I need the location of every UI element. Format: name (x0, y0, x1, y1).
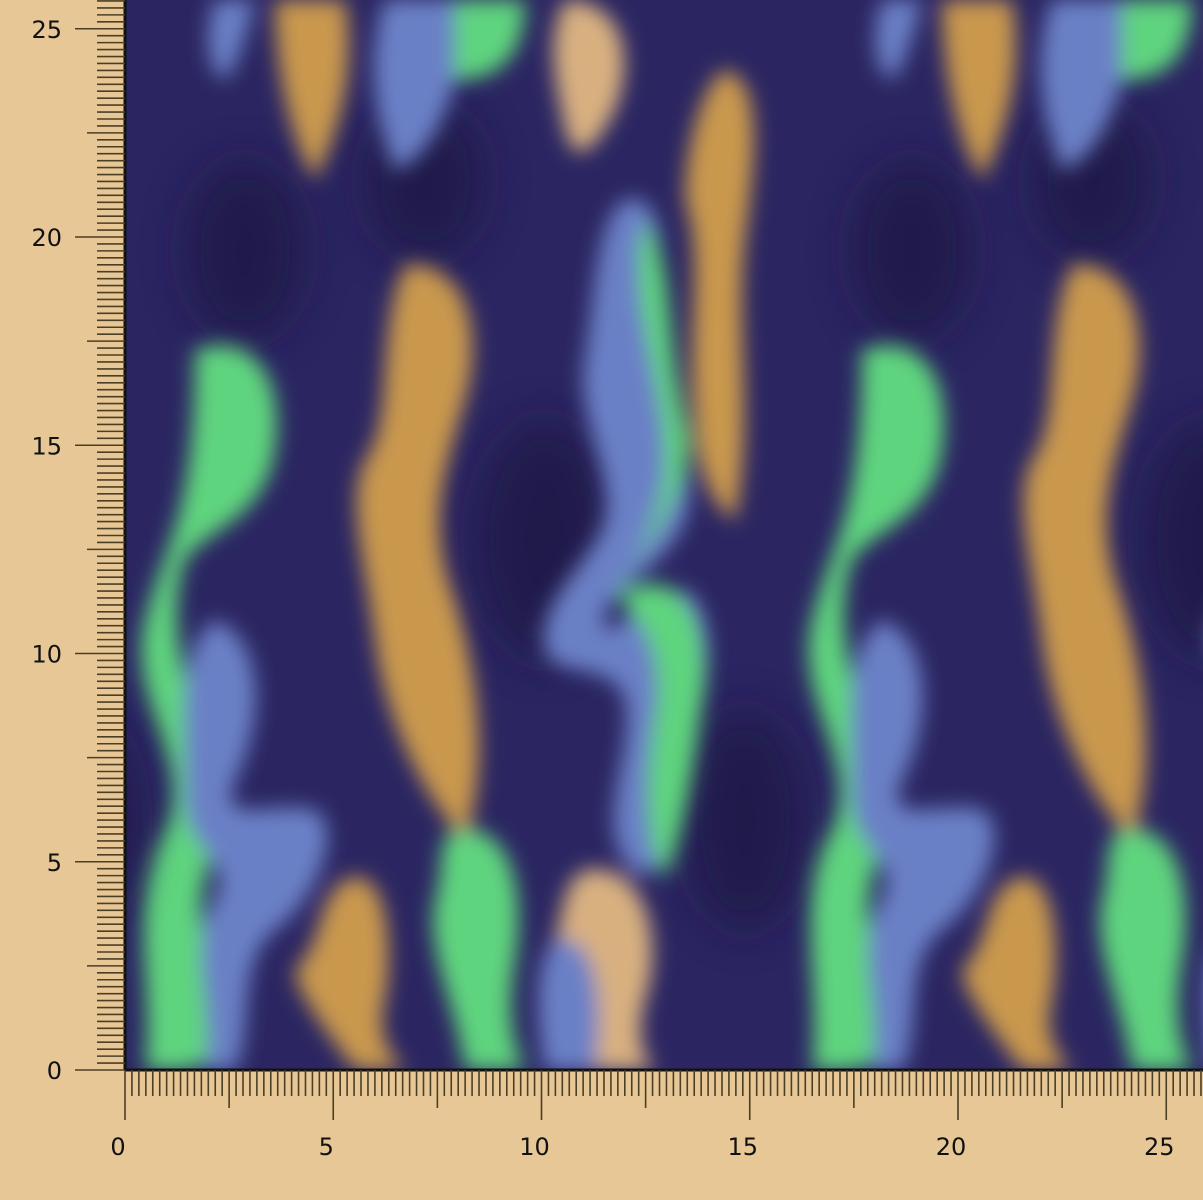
x-axis-label: 25 (1144, 1133, 1175, 1161)
y-axis-label: 20 (31, 224, 62, 252)
x-axis-label: 15 (727, 1133, 758, 1161)
y-axis-label: 15 (31, 432, 62, 460)
y-axis-label: 0 (47, 1057, 62, 1085)
y-axis-label: 10 (31, 641, 62, 669)
fabric-print (125, 0, 1203, 1070)
x-axis-label: 20 (936, 1133, 967, 1161)
y-axis-label: 25 (31, 16, 62, 44)
x-axis-label: 5 (319, 1133, 334, 1161)
x-axis-label: 10 (519, 1133, 550, 1161)
y-axis-label: 5 (47, 849, 62, 877)
x-axis-label: 0 (110, 1133, 125, 1161)
